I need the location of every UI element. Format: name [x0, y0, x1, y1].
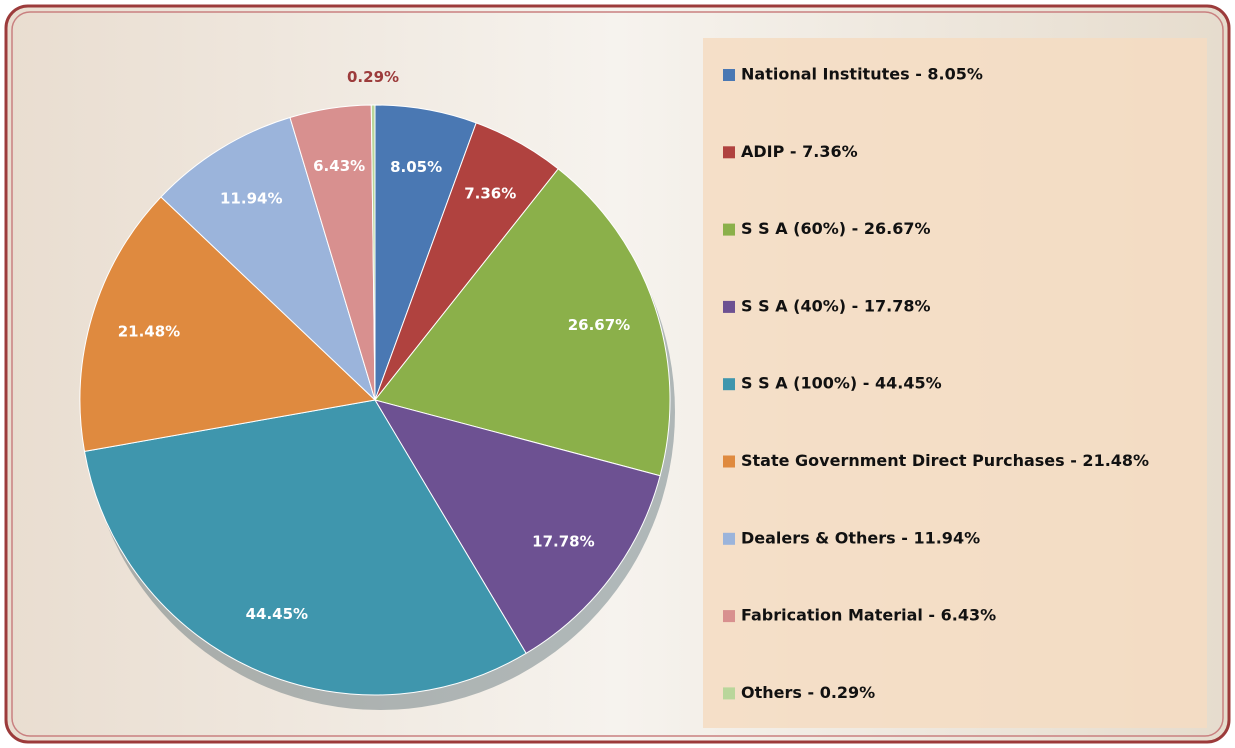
legend-swatch: [723, 224, 735, 236]
legend-swatch: [723, 456, 735, 468]
data-label: 0.29%: [347, 68, 399, 86]
legend-label: State Government Direct Purchases - 21.4…: [741, 451, 1149, 470]
legend-swatch: [723, 69, 735, 81]
legend-label: S S A (40%) - 17.78%: [741, 296, 930, 315]
legend-label: S S A (100%) - 44.45%: [741, 374, 942, 393]
legend-label: ADIP - 7.36%: [741, 142, 858, 161]
legend-label: Others - 0.29%: [741, 683, 875, 702]
legend-label: Dealers & Others - 11.94%: [741, 528, 980, 547]
chart: 8.05% 7.36% 26.67% 17.78% 44.45% 21.48% 11.94%…: [0, 0, 1235, 748]
legend-swatch: [723, 146, 735, 158]
legend-swatch: [723, 533, 735, 545]
data-label: 7.36%: [464, 185, 516, 203]
data-label: 44.45%: [246, 605, 308, 623]
data-label: 6.43%: [313, 157, 365, 175]
data-label: 8.05%: [390, 158, 442, 176]
data-label: 26.67%: [568, 316, 630, 334]
legend-swatch: [723, 378, 735, 390]
legend-label: National Institutes - 8.05%: [741, 65, 983, 84]
legend-label: S S A (60%) - 26.67%: [741, 219, 930, 238]
data-label: 17.78%: [532, 533, 594, 551]
data-label: 11.94%: [220, 190, 282, 208]
legend-swatch: [723, 301, 735, 313]
legend-swatch: [723, 610, 735, 622]
legend-label: Fabrication Material - 6.43%: [741, 606, 996, 625]
data-label: 21.48%: [118, 323, 180, 341]
legend-swatch: [723, 687, 735, 699]
